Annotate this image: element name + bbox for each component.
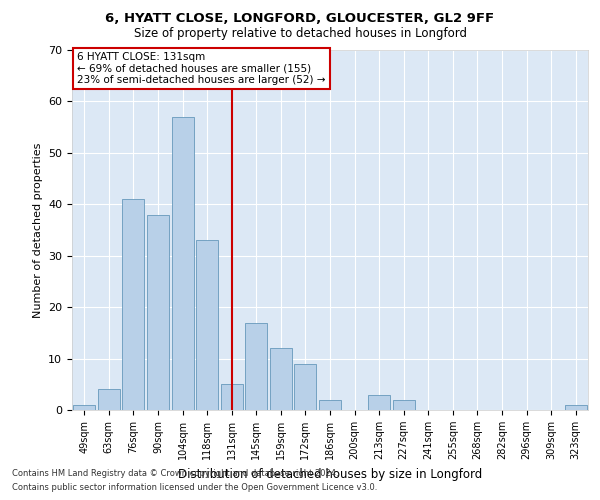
Bar bbox=[392, 400, 415, 410]
Bar bbox=[73, 405, 95, 410]
Text: 6, HYATT CLOSE, LONGFORD, GLOUCESTER, GL2 9FF: 6, HYATT CLOSE, LONGFORD, GLOUCESTER, GL… bbox=[106, 12, 494, 26]
Bar bbox=[122, 199, 145, 410]
Bar bbox=[368, 394, 390, 410]
Text: Contains public sector information licensed under the Open Government Licence v3: Contains public sector information licen… bbox=[12, 484, 377, 492]
Bar bbox=[270, 348, 292, 410]
Bar bbox=[295, 364, 316, 410]
X-axis label: Distribution of detached houses by size in Longford: Distribution of detached houses by size … bbox=[178, 468, 482, 480]
Y-axis label: Number of detached properties: Number of detached properties bbox=[32, 142, 43, 318]
Bar bbox=[196, 240, 218, 410]
Text: 6 HYATT CLOSE: 131sqm
← 69% of detached houses are smaller (155)
23% of semi-det: 6 HYATT CLOSE: 131sqm ← 69% of detached … bbox=[77, 52, 326, 85]
Bar bbox=[172, 117, 194, 410]
Bar bbox=[565, 405, 587, 410]
Bar bbox=[221, 384, 243, 410]
Bar bbox=[245, 322, 268, 410]
Bar bbox=[147, 214, 169, 410]
Bar bbox=[98, 390, 120, 410]
Text: Size of property relative to detached houses in Longford: Size of property relative to detached ho… bbox=[133, 28, 467, 40]
Bar bbox=[319, 400, 341, 410]
Text: Contains HM Land Registry data © Crown copyright and database right 2024.: Contains HM Land Registry data © Crown c… bbox=[12, 468, 338, 477]
